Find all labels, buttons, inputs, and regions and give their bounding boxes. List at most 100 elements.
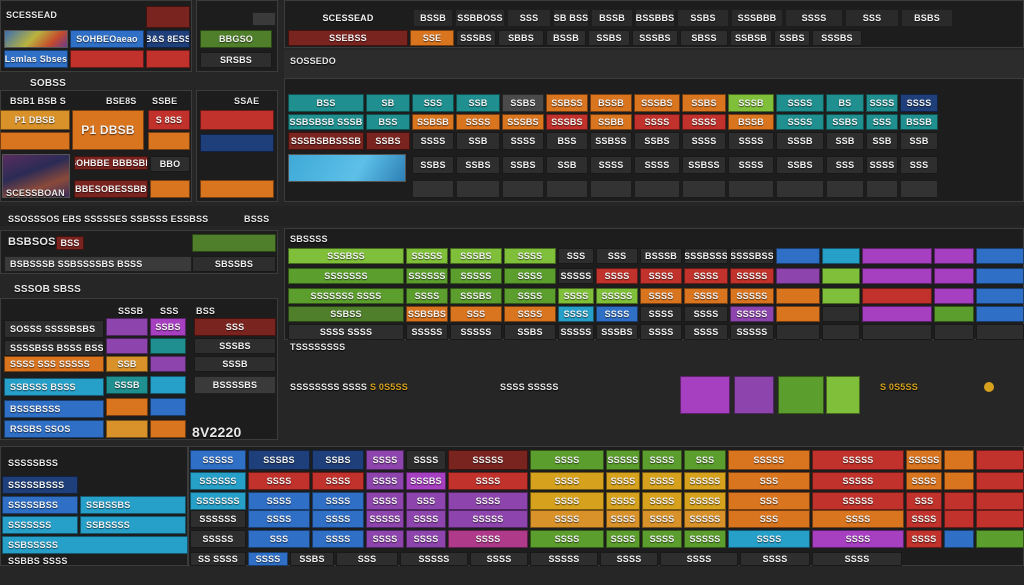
bottom-head-cell[interactable]: SSSS (406, 450, 446, 470)
header-cell[interactable]: BSSBBS (636, 10, 674, 26)
mid-v5[interactable] (106, 398, 148, 416)
bottom-r3-cell[interactable]: SSSS (530, 510, 604, 528)
header-cell[interactable]: BSSB (592, 10, 632, 26)
bottom-r2-cell[interactable]: SSSS (448, 492, 528, 510)
grid2-r1-cell[interactable] (976, 248, 1024, 264)
tab-lsmlas-sbses[interactable]: Lsmlas Sbses (4, 50, 68, 68)
bottom-r3-cell[interactable]: SSSS (248, 510, 310, 528)
mid-s3[interactable]: SSSB (194, 356, 276, 372)
bottom-r3-cell[interactable]: SSSSS (684, 510, 726, 528)
header-cell[interactable]: BSBS (902, 10, 952, 26)
grid1-r3-cell[interactable]: SSSS (412, 132, 454, 150)
grid1-r3-cell[interactable]: SSSS (728, 132, 774, 150)
header-cell[interactable]: BSSB (414, 10, 452, 26)
grid2-r5-cell[interactable] (822, 324, 860, 340)
grid2-r4-cell[interactable]: SSSS (504, 306, 556, 322)
mid-dark-cell[interactable] (200, 134, 274, 152)
bottom-r3-cell[interactable]: SSS (728, 510, 810, 528)
mid-l4[interactable]: SSBSSS BSSS (4, 378, 104, 396)
b1-cell[interactable]: SOHBBE BBBSBB (74, 156, 148, 170)
grid2-r3-cell[interactable]: SSSS (406, 288, 448, 304)
tab-red-2[interactable] (146, 50, 190, 68)
bottom-r1-cell[interactable]: SSSS (906, 472, 942, 490)
bottom-r1-cell[interactable]: SSS (728, 472, 810, 490)
grid1-r5-cell[interactable] (776, 180, 824, 198)
mid-row-bar[interactable]: BSBSSSB SSBSSSSBS BSSS (4, 256, 192, 272)
grid1-r1-cell[interactable]: SSSS (900, 94, 938, 112)
bottom-r2-cell[interactable]: SSS (406, 492, 446, 510)
bottom-r2-cell[interactable]: SSS (728, 492, 810, 510)
bottom-head-cell[interactable]: SSSBS (248, 450, 310, 470)
grid1-r4-cell[interactable]: SSSS (866, 156, 898, 174)
grid2-r3-cell[interactable]: SSSS (504, 288, 556, 304)
bottom-r1-cell[interactable]: SSSS (312, 472, 364, 490)
second-row-cell[interactable]: SSSBS (632, 30, 678, 46)
bottom-foot-cell[interactable]: SSSS (600, 552, 658, 566)
grid2-r1-cell[interactable] (934, 248, 974, 264)
header-cell[interactable]: SCESSEAD (322, 13, 374, 23)
grid1-r4-cell[interactable]: SSBS (456, 156, 500, 174)
mid-v5b[interactable] (150, 398, 186, 416)
bottom-r3-cell[interactable]: SSSSSS (190, 510, 246, 528)
bottom-r4-cell[interactable]: SSSSS (190, 530, 246, 548)
grid1-r4-cell[interactable]: SSSS (634, 156, 680, 174)
grid1-r3-cell[interactable]: SSSS (502, 132, 544, 150)
grid1-r5-cell[interactable] (728, 180, 774, 198)
grid2-r1-cell[interactable]: SSS (558, 248, 594, 264)
bottom-foot-cell[interactable]: SSSS (740, 552, 810, 566)
bottom-r1-cell[interactable]: SSSSS (812, 472, 904, 490)
bottom-r4-cell[interactable]: SSSS (728, 530, 810, 548)
mid-red-cell-1[interactable] (200, 110, 274, 130)
grid1-r3-cell[interactable]: SSB (826, 132, 864, 150)
grid2-r2-cell[interactable]: SSSSSS (406, 268, 448, 284)
grid1-r3-cell[interactable]: SSSBSBBSSSB (288, 132, 364, 150)
b2-cell[interactable]: BBESOBESSBB (74, 180, 148, 198)
mid-v1[interactable] (106, 318, 148, 336)
grid2-r4-cell[interactable]: SSBSBS (406, 306, 448, 322)
grid2-r3-cell[interactable] (976, 288, 1024, 304)
grid2-r3-cell[interactable] (934, 288, 974, 304)
grid1-r3-cell[interactable]: BSS (546, 132, 588, 150)
bottom-left-row2[interactable]: SSSSSBSS (2, 496, 78, 514)
grid2-r2-cell[interactable] (776, 268, 820, 284)
bottom-r4-cell[interactable]: SSSSS (684, 530, 726, 548)
grid1-r1-cell[interactable]: SSSB (728, 94, 774, 112)
bottom-r1-cell[interactable]: SSSS (448, 472, 528, 490)
mid-v3b[interactable] (150, 356, 186, 372)
bottom-r2-cell[interactable] (944, 492, 974, 510)
grid1-r5-cell[interactable] (900, 180, 938, 198)
grid1-r4-cell[interactable]: SSB (546, 156, 588, 174)
bottom-r4-cell[interactable]: SSSS (812, 530, 904, 548)
grid2-r3-cell[interactable]: SSSSS (596, 288, 638, 304)
bottom-r2-cell[interactable]: SSS (906, 492, 942, 510)
b3-cell[interactable]: BBO (150, 156, 190, 172)
bottom-r2-cell[interactable]: SSSSS (684, 492, 726, 510)
bottom-head-cell[interactable]: SSSS (530, 450, 604, 470)
grid2-r3-cell[interactable] (862, 288, 932, 304)
grid1-r2-cell[interactable]: SSSBS (546, 114, 588, 130)
bottom-r2-cell[interactable]: SSSS (606, 492, 640, 510)
bottom-r4-cell[interactable]: SSSS (366, 530, 404, 548)
mid-l5[interactable]: BSSSBSSS (4, 400, 104, 418)
bottom-r2-cell[interactable]: SSSS (642, 492, 682, 510)
bottom-head-cell[interactable]: SSSSS (448, 450, 528, 470)
big-number-cell-2[interactable]: P1 DBSB (72, 110, 144, 150)
grid2-r1-cell[interactable]: SSSBSS (288, 248, 404, 264)
bottom-left-row3[interactable]: SSSSSSS (2, 516, 78, 534)
grid2-r1-cell[interactable]: SSSBS (450, 248, 502, 264)
grid2-r5-cell[interactable]: SSSBS (596, 324, 638, 340)
grid1-r4-cell[interactable]: SSBSS (682, 156, 726, 174)
grid1-r2-cell[interactable]: SSSS (634, 114, 680, 130)
grid1-r2-cell[interactable]: BSSB (900, 114, 938, 130)
grid1-r3-cell[interactable]: SSB (900, 132, 938, 150)
bottom-head-cell[interactable]: SSSS (642, 450, 682, 470)
right-orange-cell[interactable] (148, 132, 190, 150)
grid1-r5-cell[interactable] (412, 180, 454, 198)
bottom-r4-cell[interactable]: SSSS (530, 530, 604, 548)
bottom-foot-cell[interactable]: SSS (336, 552, 398, 566)
bottom-head-cell[interactable]: SSSSS (190, 450, 246, 470)
header-cell[interactable]: SSSBBB (732, 10, 782, 26)
bottom-r4-cell[interactable]: SSSS (406, 530, 446, 548)
grid1-r4-cell[interactable]: SSSS (590, 156, 632, 174)
bottom-r3-cell[interactable] (944, 510, 974, 528)
